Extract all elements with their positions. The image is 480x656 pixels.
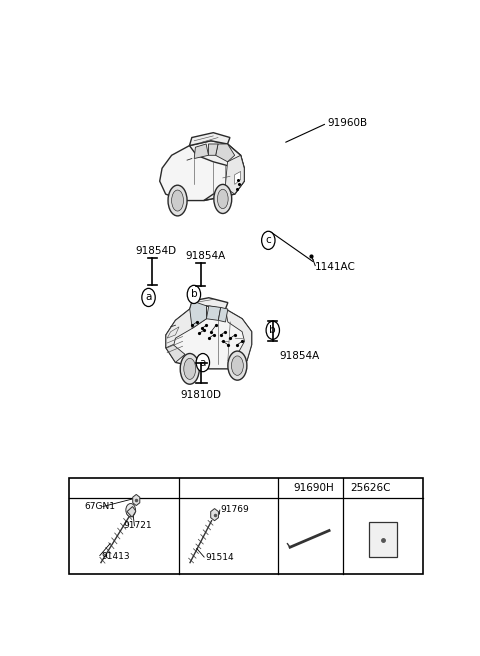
Text: 91769: 91769 bbox=[220, 505, 249, 514]
Ellipse shape bbox=[217, 189, 228, 209]
Circle shape bbox=[187, 285, 201, 304]
Text: b: b bbox=[185, 483, 191, 493]
FancyBboxPatch shape bbox=[69, 478, 423, 574]
Polygon shape bbox=[208, 144, 218, 155]
Text: 1141AC: 1141AC bbox=[315, 262, 356, 272]
Circle shape bbox=[142, 289, 155, 306]
Text: 91413: 91413 bbox=[101, 552, 130, 561]
Polygon shape bbox=[206, 306, 221, 320]
Polygon shape bbox=[211, 508, 218, 521]
Ellipse shape bbox=[214, 184, 232, 213]
Circle shape bbox=[196, 354, 210, 372]
Text: a: a bbox=[77, 483, 84, 493]
Polygon shape bbox=[225, 155, 244, 194]
Text: 91690H: 91690H bbox=[293, 483, 334, 493]
Ellipse shape bbox=[228, 351, 247, 380]
Polygon shape bbox=[235, 171, 240, 184]
Text: 91854A: 91854A bbox=[185, 251, 225, 260]
Ellipse shape bbox=[172, 190, 183, 211]
Text: c: c bbox=[282, 483, 287, 493]
Polygon shape bbox=[226, 309, 252, 369]
Text: 91514: 91514 bbox=[205, 553, 233, 562]
Circle shape bbox=[262, 232, 275, 249]
Polygon shape bbox=[132, 495, 140, 506]
Ellipse shape bbox=[180, 354, 199, 384]
Text: b: b bbox=[191, 289, 197, 299]
Polygon shape bbox=[190, 133, 230, 146]
Text: a: a bbox=[145, 293, 152, 302]
Text: 91854D: 91854D bbox=[135, 245, 177, 255]
Polygon shape bbox=[166, 344, 185, 362]
Polygon shape bbox=[194, 144, 208, 159]
Circle shape bbox=[182, 480, 194, 496]
Text: 91854A: 91854A bbox=[279, 350, 320, 361]
Text: 67GN1: 67GN1 bbox=[84, 502, 115, 511]
Circle shape bbox=[126, 504, 135, 517]
Polygon shape bbox=[190, 301, 206, 329]
Polygon shape bbox=[190, 141, 244, 201]
Polygon shape bbox=[127, 506, 136, 517]
Text: 91721: 91721 bbox=[123, 522, 152, 530]
Text: a: a bbox=[200, 358, 206, 367]
Text: 91810D: 91810D bbox=[181, 390, 222, 400]
Ellipse shape bbox=[184, 358, 196, 379]
Polygon shape bbox=[167, 327, 179, 338]
Ellipse shape bbox=[231, 356, 243, 375]
Text: 91960B: 91960B bbox=[328, 118, 368, 128]
Text: 25626C: 25626C bbox=[350, 483, 391, 493]
Polygon shape bbox=[166, 306, 206, 348]
Circle shape bbox=[266, 321, 279, 339]
Polygon shape bbox=[218, 308, 228, 322]
Polygon shape bbox=[216, 144, 235, 162]
Polygon shape bbox=[166, 306, 252, 369]
FancyBboxPatch shape bbox=[369, 522, 397, 558]
Text: c: c bbox=[265, 236, 271, 245]
Circle shape bbox=[74, 480, 86, 496]
Polygon shape bbox=[160, 141, 244, 201]
Text: b: b bbox=[269, 325, 276, 335]
Circle shape bbox=[278, 480, 290, 496]
Polygon shape bbox=[190, 298, 228, 309]
Ellipse shape bbox=[168, 185, 187, 216]
